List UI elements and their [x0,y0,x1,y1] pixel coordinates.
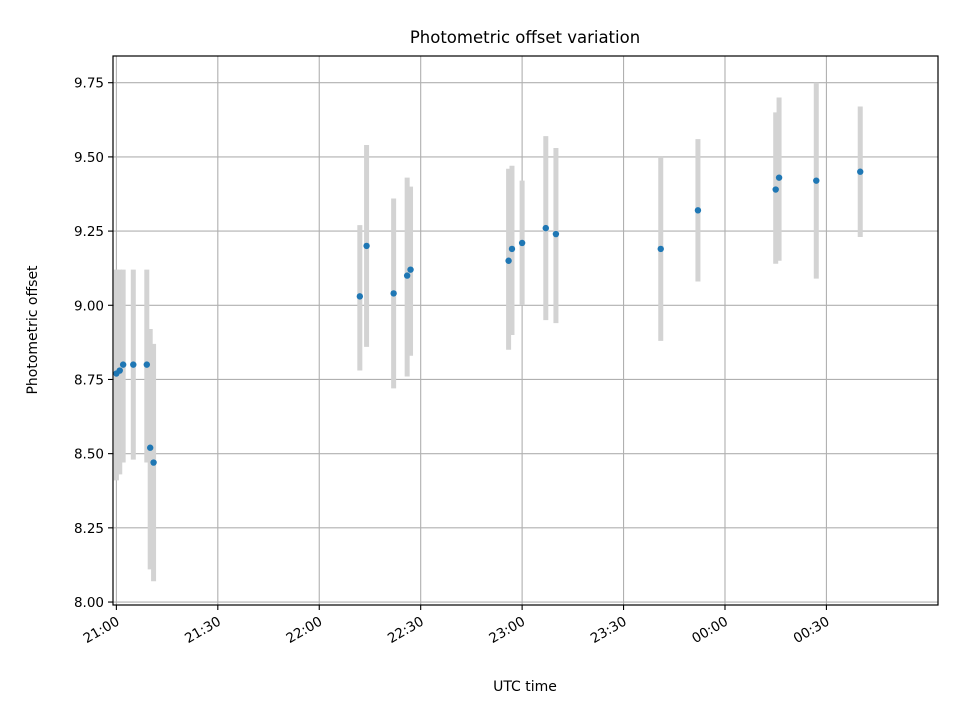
data-point [518,239,526,247]
x-axis-label: UTC time [493,679,557,695]
y-tick-label: 9.50 [74,150,104,166]
data-point [130,361,137,368]
data-point [116,367,123,374]
y-axis-ticks: 8.00 8.25 8.50 8.75 9.00 9.25 9.50 9.75 [74,76,113,611]
data-point [505,257,512,264]
data-point [146,444,154,451]
grid [113,56,938,605]
plot-frame [112,55,939,606]
y-tick-label: 8.50 [74,447,104,463]
y-tick-label: 9.00 [74,298,104,314]
data-point [694,207,702,214]
plot-area [113,56,938,605]
y-tick-label: 9.75 [74,76,104,92]
data-point [772,186,779,193]
y-tick-label: 8.25 [74,521,104,537]
y-axis-label: Photometric offset [25,265,41,395]
data-points [113,168,864,466]
data-point [363,242,370,250]
data-point [407,266,414,273]
y-tick-label: 8.00 [74,595,104,611]
data-point [775,174,783,181]
data-point [143,361,151,368]
data-point [508,245,516,253]
data-point [390,290,397,297]
data-point [657,245,664,253]
data-point [813,177,820,184]
chart-title: Photometric offset variation [410,28,640,47]
y-tick-label: 9.25 [74,224,104,240]
data-point [356,293,364,300]
data-point [150,459,157,466]
data-point [542,224,549,232]
data-point [403,272,411,279]
data-point [119,361,127,368]
data-point [857,168,864,175]
y-tick-label: 8.75 [74,372,104,388]
data-point [552,230,560,238]
